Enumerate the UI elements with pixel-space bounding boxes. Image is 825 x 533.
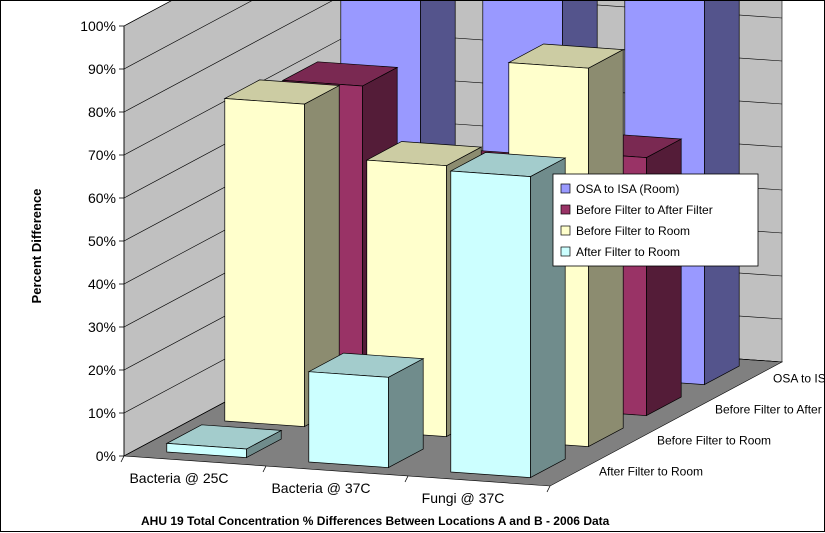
depth-tick-label: After Filter to Room [599,465,703,479]
chart-title: AHU 19 Total Concentration % Differences… [141,514,610,528]
y-tick-label: 10% [88,405,116,421]
y-tick-label: 100% [80,18,116,34]
legend-label: OSA to ISA (Room) [576,182,679,196]
legend-swatch [560,204,571,215]
bar-front [224,98,305,427]
x-tick-mark [120,455,125,463]
legend-swatch [560,246,571,257]
y-axis-title: Percent Difference [29,189,44,304]
x-tick-mark [262,465,267,473]
y-tick-labels: 0% 10% 20% 30% 40% 50% 60% 70% 80% 90% 100% [80,18,116,464]
y-tick-label: 50% [88,233,116,249]
y-tick-label: 70% [88,147,116,163]
bar-front [166,443,247,458]
depth-tick-label: Before Filter to Room [657,434,771,448]
bar [449,152,567,479]
legend-box [552,173,759,267]
gridline [123,1,252,70]
depth-tick-labels: OSA to ISA (Room) Before Filter to After … [599,372,825,479]
y-tick-label: 20% [88,362,116,378]
legend-label: After Filter to Room [576,245,680,259]
legend-label: Before Filter to After Filter [576,203,713,217]
bar-side [388,358,424,469]
y-tick-label: 40% [88,276,116,292]
x-tick-labels: Bacteria @ 25C Bacteria @ 37C Fungi @ 37C [120,455,551,506]
bar-front [308,371,389,468]
depth-tick-label: OSA to ISA (Room) [773,372,825,386]
y-tick-label: 60% [88,190,116,206]
x-tick-label: Bacteria @ 25C [129,470,228,486]
legend-swatch [560,183,571,194]
chart-legend: OSA to ISA (Room) Before Filter to After … [552,173,759,267]
x-tick-mark [546,485,551,493]
bar [307,352,425,469]
legend-label: Before Filter to Room [576,224,690,238]
depth-tick-label: Before Filter to After Filter [715,403,825,417]
bar [165,424,283,459]
x-tick-label: Fungi @ 37C [422,490,505,506]
y-tick-label: 30% [88,319,116,335]
x-tick-label: Bacteria @ 37C [271,480,370,496]
y-tick-label: 0% [96,448,116,464]
y-tick-label: 80% [88,104,116,120]
bar [223,79,341,428]
bar-front [450,170,531,478]
legend-swatch [560,225,571,236]
y-tick-label: 90% [88,61,116,77]
x-tick-mark [404,475,409,483]
